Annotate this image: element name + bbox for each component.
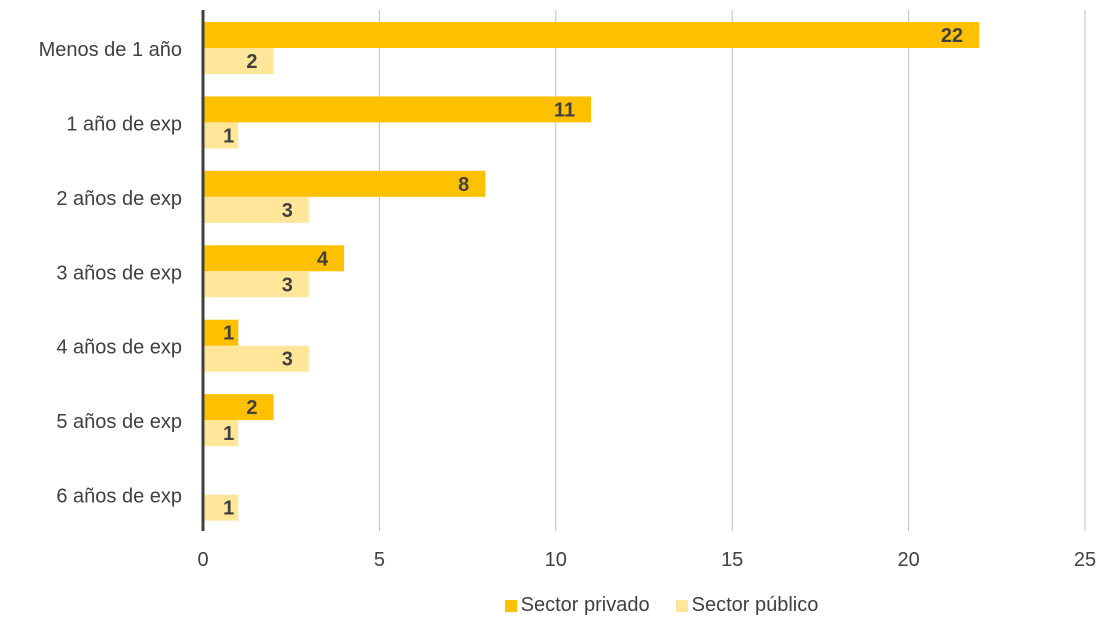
data-label-publico-4: 3	[282, 349, 293, 371]
data-label-privado-0: 22	[941, 25, 963, 47]
category-label-1: 1 año de exp	[66, 113, 182, 135]
bar-publico-3	[203, 271, 309, 298]
legend: Sector privado Sector público	[110, 594, 1103, 617]
legend-item-sector-publico: Sector público	[675, 594, 819, 617]
category-label-6: 6 años de exp	[56, 486, 182, 508]
category-label-3: 3 años de exp	[56, 262, 182, 284]
x-tick-label-5: 5	[374, 549, 385, 571]
legend-swatch-sector-privado	[504, 599, 517, 612]
data-label-publico-5: 1	[223, 423, 234, 445]
bar-publico-6	[203, 494, 239, 521]
category-label-4: 4 años de exp	[56, 337, 182, 359]
bar-privado-4	[203, 319, 239, 346]
bar-privado-1	[203, 96, 592, 123]
legend-swatch-sector-publico	[675, 599, 688, 612]
bar-publico-0	[203, 48, 274, 74]
category-label-0: Menos de 1 año	[39, 39, 182, 61]
data-label-privado-4: 1	[223, 323, 234, 345]
x-tick-label-10: 10	[545, 549, 567, 571]
data-label-publico-1: 1	[223, 125, 234, 147]
bar-privado-5	[203, 394, 274, 421]
category-label-5: 5 años de exp	[56, 411, 182, 433]
bar-publico-1	[203, 122, 239, 149]
x-tick-label-25: 25	[1074, 549, 1096, 571]
bar-publico-5	[203, 420, 239, 447]
data-label-publico-0: 2	[246, 51, 257, 73]
data-label-publico-2: 3	[282, 200, 293, 222]
legend-label-sector-privado: Sector privado	[520, 594, 650, 616]
data-label-publico-3: 3	[282, 274, 293, 296]
bar-privado-3	[203, 245, 345, 272]
legend-item-sector-privado: Sector privado	[504, 594, 650, 617]
category-label-2: 2 años de exp	[56, 188, 182, 210]
data-label-privado-1: 11	[554, 99, 575, 121]
data-label-privado-2: 8	[458, 174, 469, 196]
x-tick-label-15: 15	[721, 549, 743, 571]
data-label-privado-5: 2	[246, 397, 257, 419]
data-label-privado-3: 4	[317, 248, 329, 270]
data-label-publico-6: 1	[223, 498, 234, 520]
legend-label-sector-publico: Sector público	[691, 594, 819, 616]
bar-privado-0	[203, 22, 980, 48]
bar-publico-4	[203, 345, 309, 372]
x-tick-label-0: 0	[197, 549, 208, 571]
bar-publico-2	[203, 196, 309, 223]
bar-privado-2	[203, 170, 486, 197]
x-tick-label-20: 20	[897, 549, 919, 571]
